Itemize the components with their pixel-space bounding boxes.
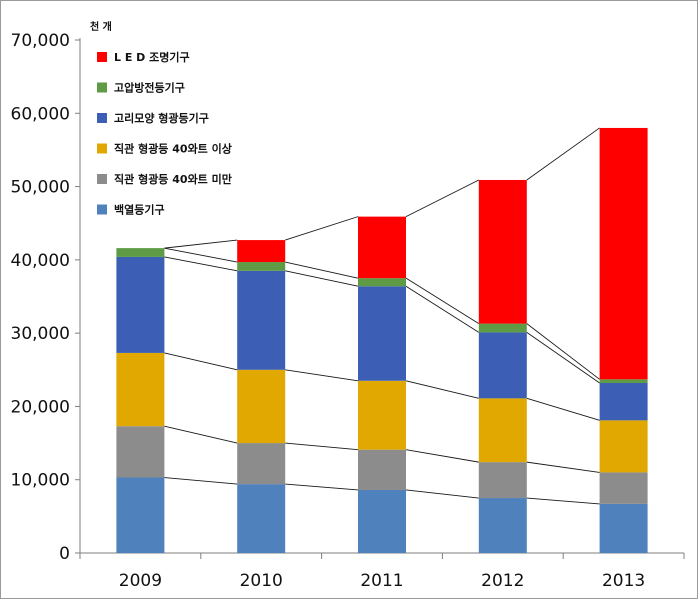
bar-segment [599, 382, 648, 421]
x-tick-label: 2011 [360, 571, 403, 591]
bar-segment [599, 472, 648, 504]
bar-segment [237, 270, 286, 370]
y-tick-label: 60,000 [11, 104, 70, 124]
bar-segment [237, 484, 286, 553]
bar-segment [116, 256, 165, 353]
bar-segment [478, 323, 527, 333]
bar-segment [237, 262, 286, 271]
bar-segment [599, 420, 648, 473]
bar-segment [116, 352, 165, 427]
bar-segment [358, 489, 406, 553]
legend-label: L E D 조명기구 [114, 50, 190, 64]
series-connector-line [526, 461, 600, 473]
y-tick-label: 20,000 [11, 397, 70, 417]
bar-segment [358, 449, 406, 490]
series-connector-line [405, 489, 479, 499]
legend-label: 고압방전등기구 [114, 81, 185, 95]
series-connector-line [405, 179, 480, 218]
legend-label: 백열등기구 [114, 203, 165, 217]
series-connector-line [164, 477, 238, 485]
x-tick-label: 2010 [240, 571, 283, 591]
legend-swatch [97, 82, 107, 93]
series-connector-line [285, 216, 359, 241]
bar-segment [478, 462, 527, 499]
series-connector-line [285, 261, 359, 279]
series-connector-line [285, 483, 359, 491]
series-connector-line [285, 369, 359, 382]
bar-segment [116, 248, 165, 257]
legend-label: 직관 형광등 40와트 미만 [114, 172, 232, 186]
bar-segment [599, 127, 648, 380]
series-connector-line [405, 285, 480, 333]
bar-segment [237, 240, 286, 263]
series-connector-line [526, 397, 600, 421]
series-connector-line [405, 277, 480, 324]
bars [116, 127, 648, 553]
series-connector-line [164, 239, 238, 249]
y-tick-label: 40,000 [11, 251, 70, 271]
legend-swatch [97, 113, 107, 123]
x-tick-label: 2013 [602, 571, 645, 591]
bar-segment [358, 278, 406, 287]
legend-swatch [97, 143, 107, 154]
series-connector-line [164, 256, 238, 272]
bar-segment [478, 398, 527, 463]
legend-label: 직관 형광등 40와트 이상 [114, 142, 232, 156]
bar-segment [478, 179, 527, 324]
bar-segment [358, 216, 406, 279]
series-connector-line [285, 270, 359, 287]
bar-segment [358, 286, 406, 381]
y-tick-label: 30,000 [11, 324, 70, 344]
legend-swatch [97, 204, 107, 215]
series-connector-line [285, 442, 359, 451]
bar-segment [478, 498, 527, 553]
unit-label: 천 개 [90, 20, 112, 33]
legend-label: 고리모양 형광등기구 [114, 111, 209, 125]
bar-segment [599, 379, 648, 383]
series-connector-line [164, 425, 238, 444]
legend-swatch [97, 52, 107, 62]
series-connector-lines [164, 127, 600, 505]
y-tick-label: 0 [59, 544, 70, 564]
series-connector-line [526, 127, 600, 181]
bar-segment [116, 426, 165, 478]
series-connector-line [405, 380, 479, 399]
y-tick-label: 10,000 [11, 471, 70, 491]
x-tick-label: 2012 [481, 571, 524, 591]
bar-segment [478, 332, 527, 399]
y-axis: 0 10,000 20,000 30,000 40,000 50,000 60,000 70,… [11, 31, 81, 564]
series-connector-line [405, 449, 479, 463]
series-connector-line [526, 332, 600, 384]
bar-segment [599, 503, 648, 553]
legend-swatch [97, 174, 107, 184]
bar-segment [358, 380, 406, 450]
series-connector-line [164, 247, 238, 263]
series-connector-line [526, 323, 600, 380]
bar-segment [237, 369, 286, 444]
x-tick-label: 2009 [119, 571, 162, 591]
bar-segment [116, 477, 165, 553]
x-axis: 2009 2010 2011 2012 2013 [79, 552, 685, 591]
bar-segment [237, 443, 286, 485]
series-connector-line [164, 352, 238, 371]
series-connector-line [526, 497, 600, 505]
y-tick-label: 70,000 [11, 31, 70, 51]
y-tick-label: 50,000 [11, 178, 70, 198]
